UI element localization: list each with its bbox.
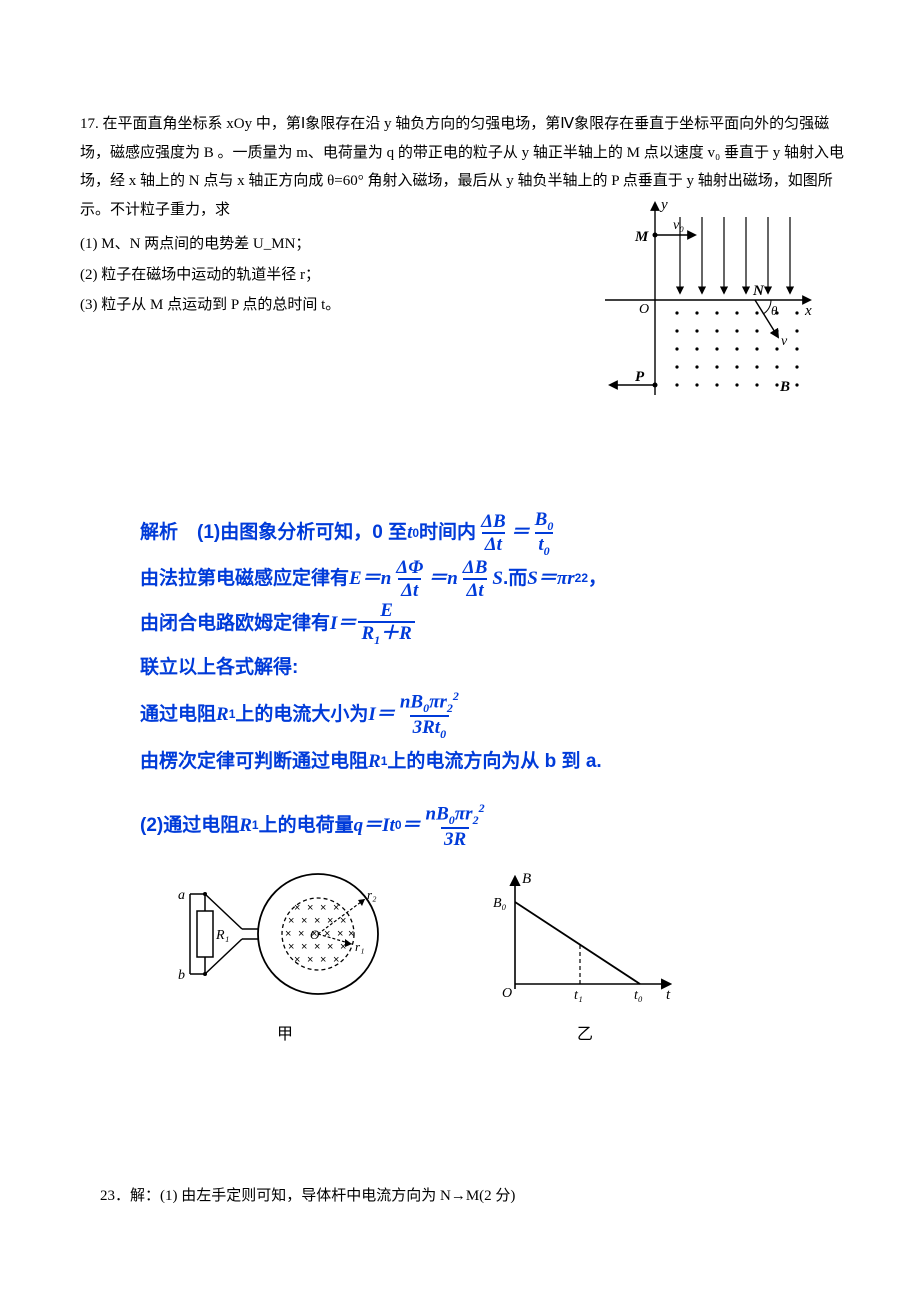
- sol-l5a: 通过电阻: [140, 693, 216, 737]
- label-t0: t₀: [634, 988, 643, 1003]
- label-R1: R₁: [215, 928, 229, 943]
- answer-23: 23．解：(1) 由左手定则可知，导体杆中电流方向为 N→M(2 分): [80, 1184, 850, 1205]
- label-b: b: [178, 968, 185, 983]
- sol-l1a: 解析 (1)由图象分析可知，0 至: [140, 511, 407, 555]
- svg-text:×: ×: [294, 954, 300, 966]
- figure-yi-svg: B t O B₀ t₁ t₀: [490, 869, 680, 1009]
- solution-line-5: 通过电阻 R1 上的电流大小为 I ＝ nB0πr22 3Rt0: [140, 690, 850, 740]
- label-r1: r₁: [355, 939, 365, 954]
- svg-text:×: ×: [288, 915, 294, 927]
- solution-line-4: 联立以上各式解得:: [140, 646, 850, 690]
- svg-text:×: ×: [294, 902, 300, 914]
- sol-l5b: 上的电流大小为: [235, 693, 368, 737]
- svg-text:×: ×: [348, 928, 354, 940]
- label-t-axis: t: [666, 987, 671, 1003]
- frac-dPhidt: ΔΦ Δt: [393, 558, 426, 600]
- label-a: a: [178, 888, 185, 903]
- frac-E-R1R: E R1＋R: [358, 601, 414, 646]
- svg-text:×: ×: [298, 928, 304, 940]
- svg-text:×: ×: [314, 915, 320, 927]
- figure-yi: B t O B₀ t₁ t₀ 乙: [490, 869, 680, 1044]
- label-v0: v₀: [673, 218, 684, 233]
- sol-l3a: 由闭合电路欧姆定律有: [140, 602, 330, 646]
- label-theta: θ: [771, 303, 778, 318]
- svg-text:×: ×: [301, 941, 307, 953]
- label-B: B: [779, 379, 790, 395]
- svg-text:×: ×: [307, 902, 313, 914]
- label-O-yi: O: [502, 986, 512, 1001]
- svg-text:×: ×: [320, 902, 326, 914]
- svg-text:×: ×: [307, 954, 313, 966]
- sol-l7b: 上的电荷量: [259, 804, 354, 848]
- label-N: N: [752, 283, 765, 299]
- svg-text:×: ×: [333, 902, 339, 914]
- solution-line-3: 由闭合电路欧姆定律有 I ＝ E R1＋R: [140, 601, 850, 646]
- label-v: v: [781, 334, 788, 349]
- svg-text:×: ×: [333, 954, 339, 966]
- svg-text:×: ×: [324, 928, 330, 940]
- sol-l2a: 由法拉第电磁感应定律有: [140, 557, 349, 601]
- sol-l6a: 由楞次定律可判断通过电阻: [140, 740, 368, 784]
- caption-jia: 甲: [170, 1020, 400, 1044]
- svg-text:×: ×: [320, 954, 326, 966]
- svg-text:×: ×: [285, 928, 291, 940]
- label-B0: B₀: [493, 896, 507, 911]
- svg-text:×: ×: [288, 941, 294, 953]
- figures-row: a b R₁ ×××× ××××× ××××××: [80, 869, 850, 1044]
- figure-jia-svg: a b R₁ ×××× ××××× ××××××: [170, 869, 400, 1009]
- label-P: P: [635, 369, 645, 385]
- svg-text:×: ×: [340, 915, 346, 927]
- sol-t0s: 0: [412, 520, 419, 548]
- bfield-dots: [675, 311, 798, 386]
- frac-B0t0: B0 t0: [532, 510, 557, 558]
- solution-line-7: (2)通过电阻 R1 上的电荷量 q ＝ It0 ＝ nB0πr22 3R: [140, 802, 850, 849]
- sol-l6b: 上的电流方向为从 b 到 a.: [387, 740, 601, 784]
- frac-dBdt: ΔB Δt: [478, 512, 509, 554]
- solution-line-2: 由法拉第电磁感应定律有 E ＝ n ΔΦ Δt ＝ n ΔB Δt S. 而 S…: [140, 557, 850, 601]
- frac-q-result: nB0πr22 3R: [423, 802, 488, 849]
- solution-block: 解析 (1)由图象分析可知，0 至 t0 时间内 ΔB Δt ＝ B0 t0 由…: [80, 510, 850, 849]
- label-t1: t₁: [574, 988, 583, 1003]
- caption-yi: 乙: [490, 1020, 680, 1044]
- frac-dBdt2: ΔB Δt: [460, 558, 491, 600]
- label-r2: r₂: [367, 887, 377, 902]
- svg-text:×: ×: [327, 941, 333, 953]
- label-x: x: [804, 303, 812, 319]
- label-B-axis: B: [522, 871, 531, 887]
- svg-text:×: ×: [301, 915, 307, 927]
- label-O: O: [639, 302, 649, 317]
- label-y: y: [659, 197, 668, 213]
- solution-line-1: 解析 (1)由图象分析可知，0 至 t0 时间内 ΔB Δt ＝ B0 t0: [140, 510, 850, 558]
- sol-l2b: 而: [508, 557, 527, 601]
- problem-17: 17. 在平面直角坐标系 xOy 中，第Ⅰ象限存在沿 y 轴负方向的匀强电场，第…: [80, 110, 850, 320]
- sol-l1b: 时间内: [419, 511, 476, 555]
- label-M: M: [634, 229, 649, 245]
- frac-I-result: nB0πr22 3Rt0: [397, 690, 462, 740]
- figure-jia: a b R₁ ×××× ××××× ××××××: [170, 869, 400, 1044]
- svg-text:×: ×: [337, 928, 343, 940]
- efield-arrows: [680, 217, 790, 293]
- problem-17-diagram: y x O M v₀ N θ v: [585, 195, 815, 415]
- eq1: ＝: [511, 511, 530, 555]
- svg-text:×: ×: [314, 941, 320, 953]
- solution-line-6: 由楞次定律可判断通过电阻 R1 上的电流方向为从 b 到 a.: [140, 740, 850, 784]
- sol-l7a: (2)通过电阻: [140, 804, 239, 848]
